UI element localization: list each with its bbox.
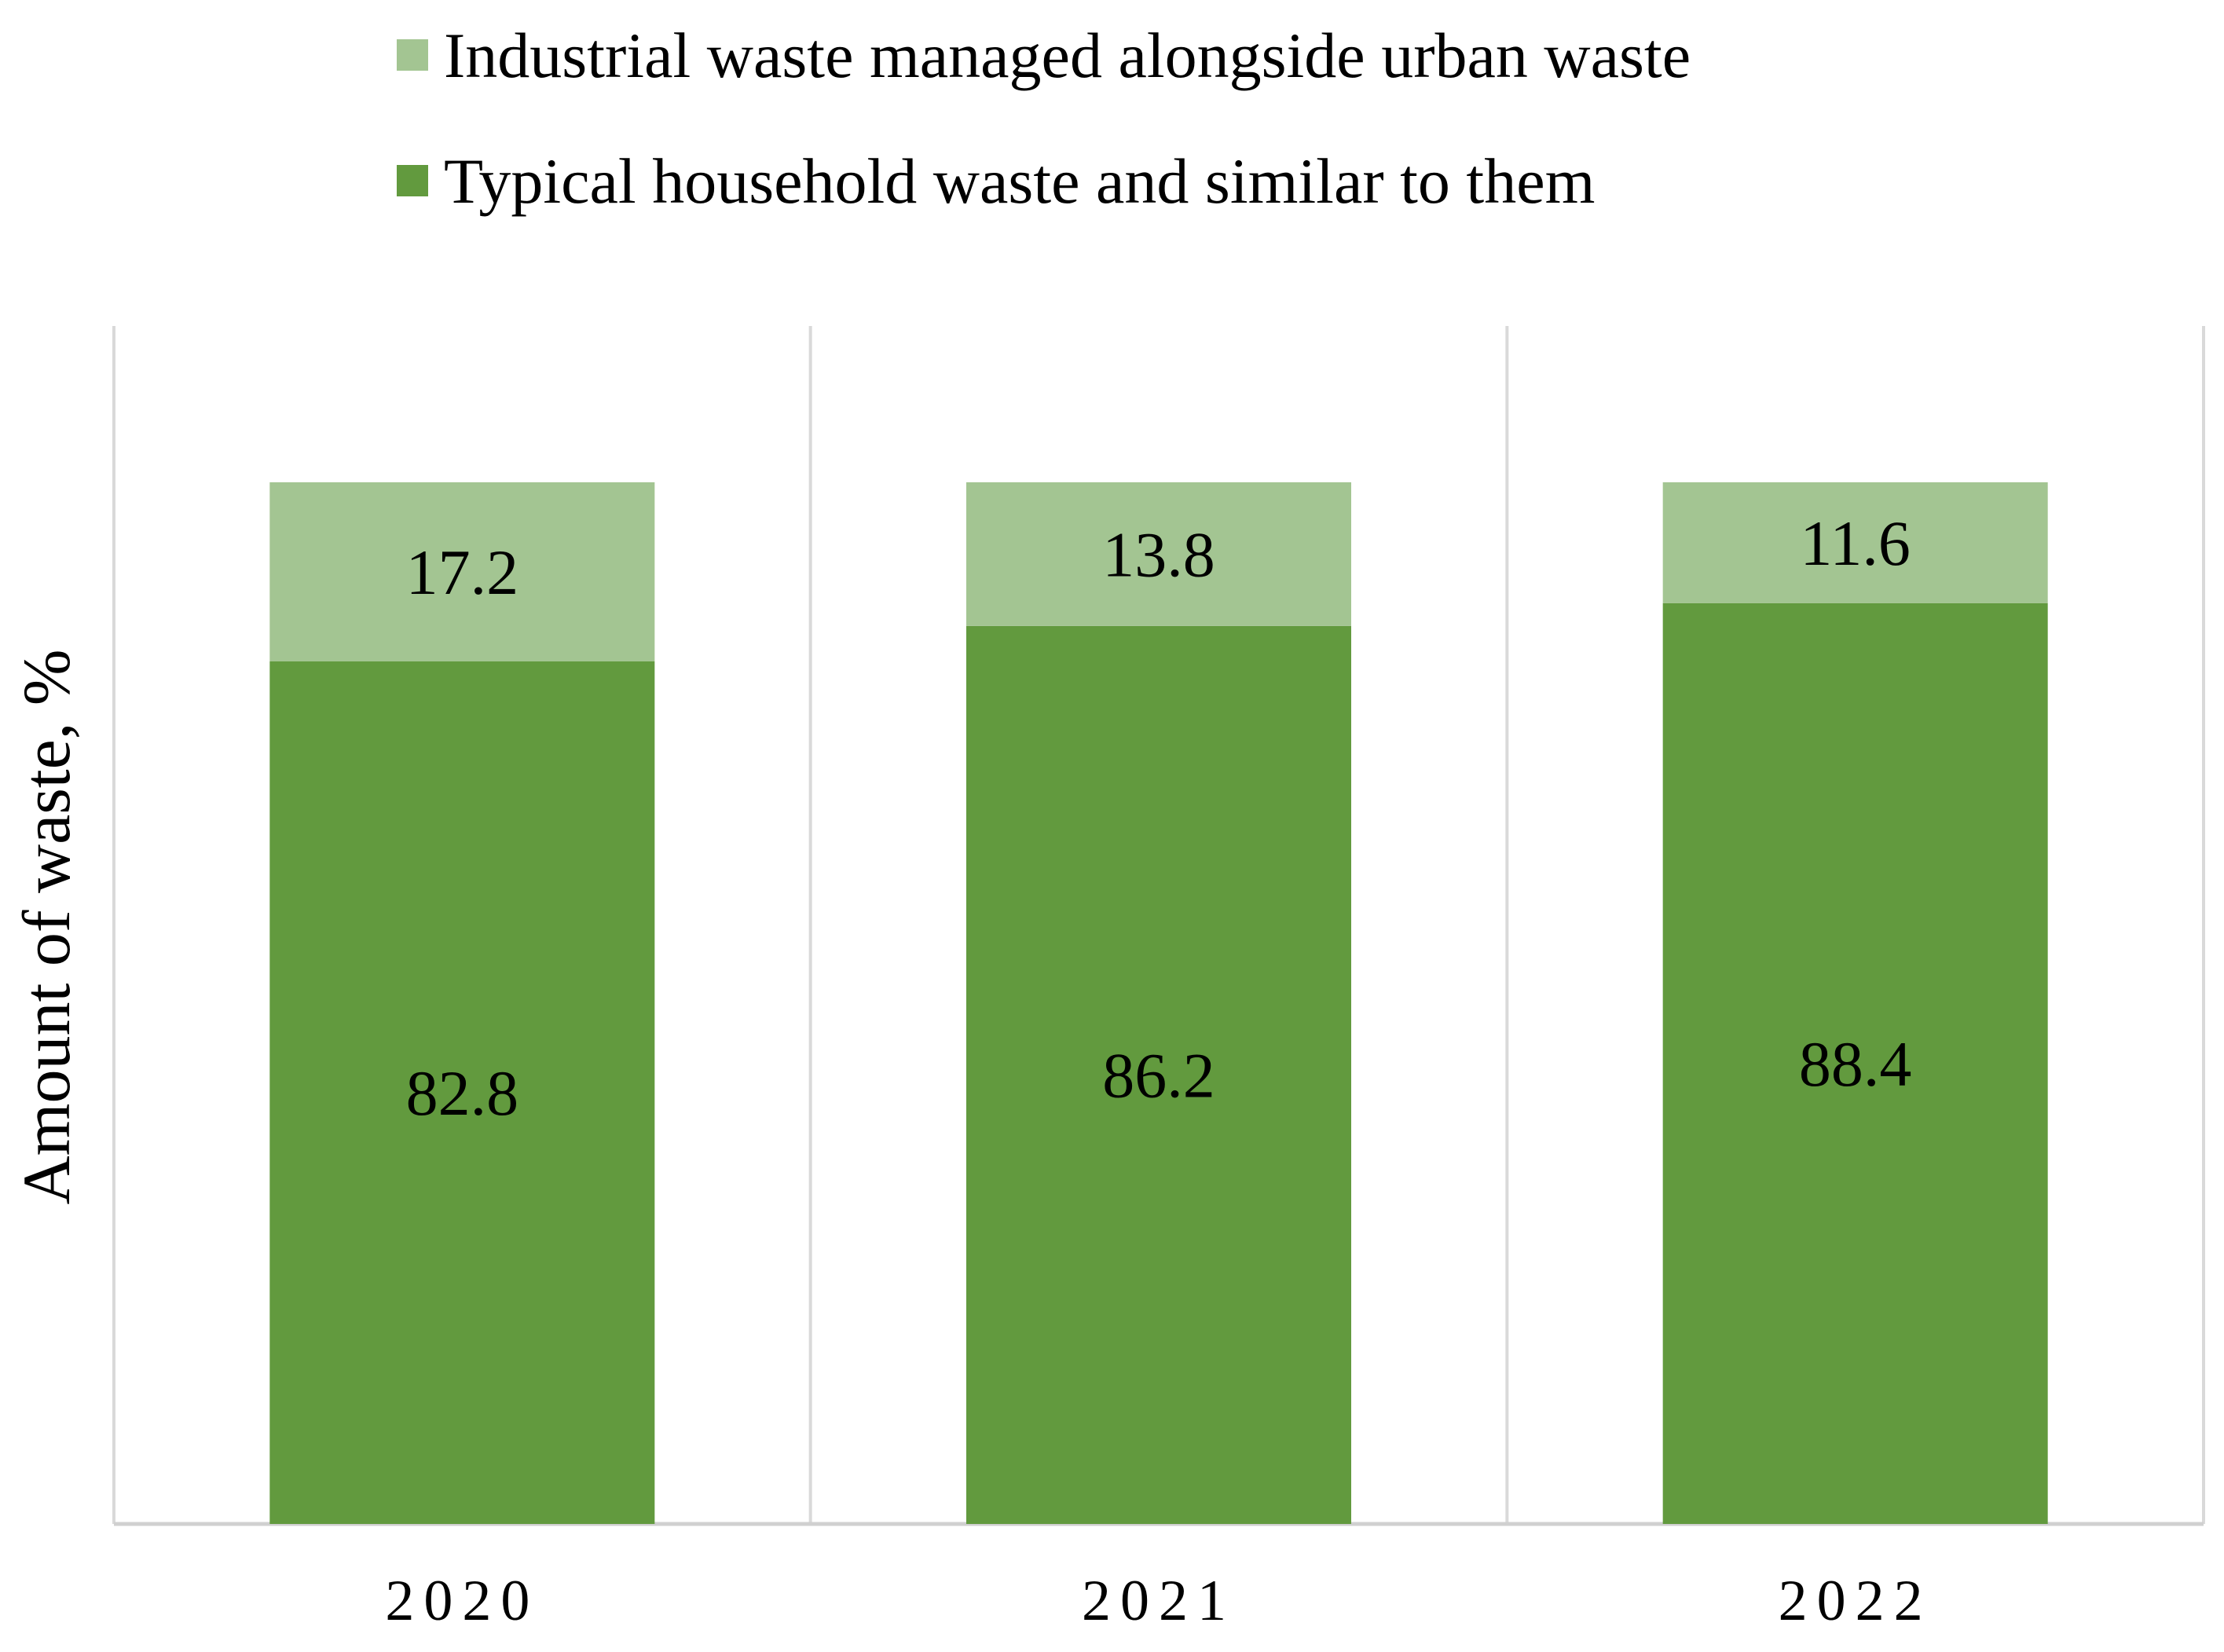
x-tick-label-2022: 2022 xyxy=(1779,1569,1933,1633)
bar-industrial-2020 xyxy=(269,482,655,661)
y-axis-title: Amount of waste, % xyxy=(9,650,84,1205)
legend-item-household: Typical household waste and similar to t… xyxy=(397,145,1595,217)
legend-swatch-household xyxy=(397,165,428,196)
legend: Industrial waste managed alongside urban… xyxy=(397,20,1691,217)
plot-area: 82.8 17.2 2020 86.2 13.8 2021 88.4 11.6 2022 xyxy=(112,326,2205,1633)
bar-household-2021 xyxy=(966,625,1351,1524)
legend-label-industrial: Industrial waste managed alongside urban… xyxy=(444,20,1691,91)
data-label-household-2021: 86.2 xyxy=(1102,1039,1215,1111)
data-label-industrial-2022: 11.6 xyxy=(1800,507,1910,579)
legend-swatch-industrial xyxy=(397,39,428,71)
bar-household-2020 xyxy=(269,661,655,1524)
legend-item-industrial: Industrial waste managed alongside urban… xyxy=(397,20,1691,91)
legend-label-household: Typical household waste and similar to t… xyxy=(444,145,1595,217)
data-label-industrial-2021: 13.8 xyxy=(1102,518,1215,590)
data-label-household-2022: 88.4 xyxy=(1799,1028,1912,1100)
data-label-industrial-2020: 17.2 xyxy=(406,537,519,608)
bar-industrial-2021 xyxy=(966,482,1351,626)
x-tick-label-2020: 2020 xyxy=(385,1569,539,1633)
data-label-household-2020: 82.8 xyxy=(406,1057,519,1129)
bar-industrial-2022 xyxy=(1662,482,2048,603)
bar-household-2022 xyxy=(1662,603,2048,1524)
x-tick-label-2021: 2021 xyxy=(1082,1569,1236,1633)
